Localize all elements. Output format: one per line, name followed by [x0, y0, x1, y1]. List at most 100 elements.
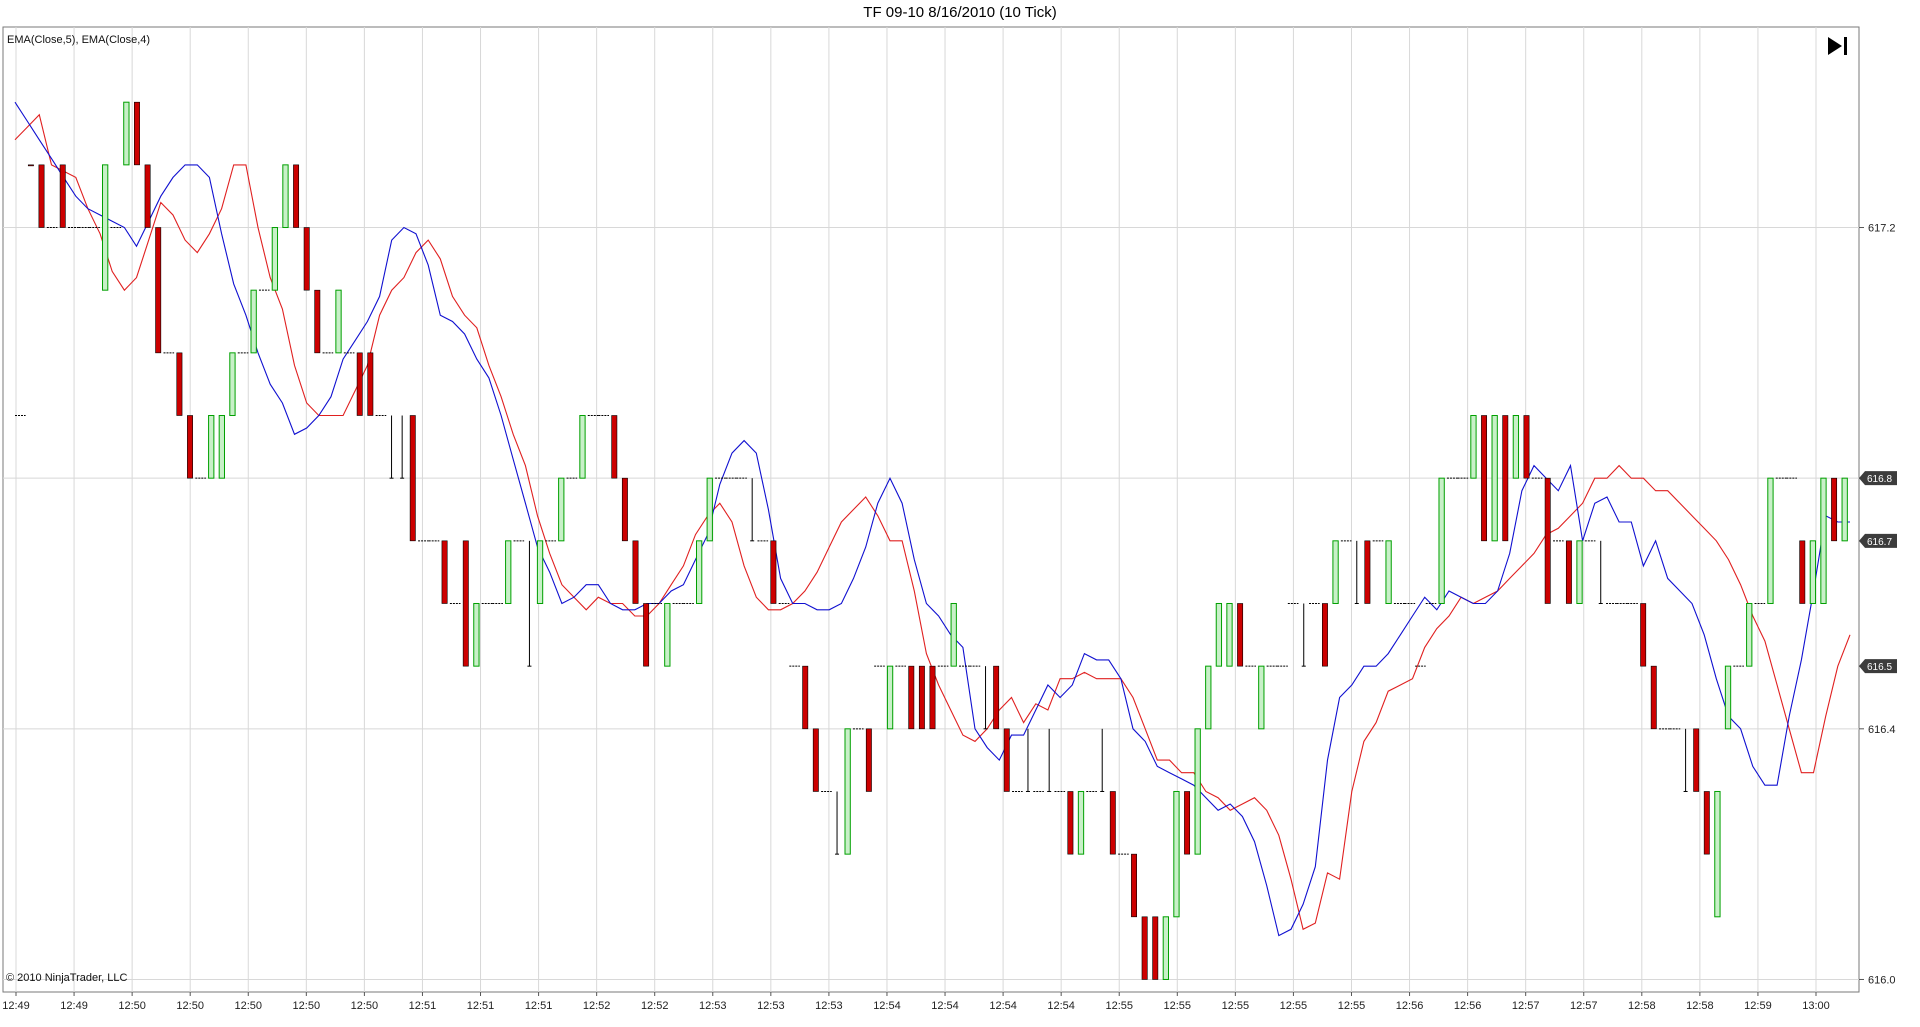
price-bar-up: [1258, 665, 1265, 730]
price-bar-up: [950, 602, 957, 667]
price-bar-down: [1237, 603, 1244, 667]
price-bar-up: [1576, 540, 1583, 604]
price-badge-label: 616.8: [1867, 474, 1892, 485]
price-bar-down: [1703, 791, 1710, 855]
x-tick-label: 12:54: [1047, 1000, 1075, 1012]
price-bar-down: [27, 164, 34, 167]
price-bar-down: [621, 477, 628, 542]
price-badge: 616.7: [1859, 533, 1897, 548]
x-tick-label: 12:55: [1280, 1000, 1308, 1012]
price-bar-up: [579, 415, 586, 479]
price-bar-down: [462, 540, 469, 667]
price-bar-up: [1194, 728, 1201, 855]
price-bar-down: [293, 164, 300, 228]
x-axis-ticks: 12:49 12:49 12:50 12:50 12:50 12:50 12:50 12:51…: [2, 992, 1830, 1012]
price-bar-down: [770, 540, 777, 604]
x-tick-label: 13:00: [1802, 1000, 1830, 1012]
price-bar-down: [1003, 728, 1010, 792]
price-bar-up: [1512, 415, 1520, 479]
price-bar-down: [1131, 853, 1137, 918]
x-tick-label: 12:55: [1164, 1000, 1192, 1012]
price-bar-up: [1077, 790, 1085, 855]
price-bar-down: [812, 728, 819, 792]
price-bar-down: [314, 289, 321, 354]
price-bar-down: [908, 665, 915, 730]
price-bar-down: [1831, 477, 1838, 542]
y-tick-label: 616.4: [1868, 724, 1896, 736]
x-tick-label: 12:51: [525, 1000, 553, 1012]
price-bar-down: [1141, 916, 1148, 980]
price-bar-down: [1184, 791, 1191, 855]
price-bar-down: [1523, 415, 1530, 479]
price-bar-up: [695, 540, 703, 604]
price-bar-up: [1332, 540, 1339, 604]
skip-to-end-icon[interactable]: [1824, 32, 1852, 60]
indicator-label: EMA(Close,5), EMA(Close,4): [7, 34, 150, 46]
price-bar-up: [229, 352, 236, 417]
x-tick-label: 12:50: [293, 1000, 321, 1012]
chart-title: TF 09-10 8/16/2010 (10 Tick): [863, 4, 1057, 21]
price-bar-up: [1841, 477, 1848, 542]
price-bar-down: [1799, 540, 1806, 604]
y-tick-label: 616.0: [1868, 974, 1896, 986]
price-bar-up: [282, 164, 289, 229]
price-bar-down: [643, 603, 650, 667]
price-bar-up: [1438, 477, 1445, 604]
price-bar-down: [409, 415, 416, 542]
x-tick-label: 12:57: [1512, 1000, 1540, 1012]
price-bar-up: [1767, 477, 1774, 604]
x-tick-label: 12:53: [699, 1000, 727, 1012]
price-bar-down: [144, 164, 151, 228]
price-badges: 616.8 616.7 616.5: [1859, 471, 1897, 674]
price-badge-label: 616.7: [1867, 537, 1892, 548]
price-bar-up: [250, 289, 257, 354]
x-tick-label: 12:52: [641, 1000, 669, 1012]
price-bar-up: [706, 477, 713, 542]
price-badge-label: 616.5: [1867, 662, 1892, 673]
price-bar-down: [1322, 603, 1328, 667]
price-bar-up: [335, 289, 342, 354]
price-bar-down: [155, 227, 162, 354]
price-bar-up: [123, 101, 130, 166]
x-tick-label: 12:49: [60, 1000, 88, 1012]
x-tick-label: 12:54: [989, 1000, 1017, 1012]
x-tick-label: 12:58: [1686, 1000, 1714, 1012]
price-bar-down: [1640, 603, 1647, 667]
price-bar-up: [208, 415, 215, 479]
price-bar-up: [1162, 916, 1170, 980]
price-bar-down: [1565, 540, 1572, 604]
price-bar-down: [187, 415, 193, 479]
price-bar-up: [1470, 415, 1477, 479]
price-badge: 616.8: [1859, 471, 1897, 486]
price-bar-down: [1502, 415, 1509, 542]
price-bar-up: [1173, 790, 1180, 918]
price-bar-down: [993, 665, 1000, 730]
price-bar-down: [356, 352, 363, 416]
x-tick-label: 12:54: [873, 1000, 901, 1012]
price-bar-up: [1385, 540, 1392, 604]
price-bar-up: [844, 728, 851, 855]
price-bar-down: [59, 164, 66, 228]
x-tick-label: 12:56: [1396, 1000, 1424, 1012]
price-bar-down: [38, 164, 45, 228]
plot-frame: [2, 26, 1860, 993]
price-bar-down: [1067, 791, 1074, 855]
price-bar-up: [271, 227, 279, 291]
price-bar-up: [1724, 665, 1732, 730]
y-axis-ticks: 616.0 616.4 617.2: [1859, 223, 1896, 986]
price-bar-down: [1481, 415, 1488, 542]
price-bar-down: [865, 728, 872, 792]
y-tick-label: 617.2: [1868, 223, 1896, 235]
x-tick-label: 12:51: [409, 1000, 437, 1012]
price-bar-down: [918, 665, 925, 730]
price-bar-down: [1109, 791, 1116, 855]
price-bar-up: [664, 602, 671, 667]
price-bar-up: [505, 540, 512, 604]
x-tick-label: 12:54: [931, 1000, 959, 1012]
price-bar-down: [1152, 916, 1159, 980]
price-badge: 616.5: [1859, 659, 1897, 674]
price-bar-up: [1809, 540, 1817, 604]
x-tick-label: 12:55: [1222, 1000, 1250, 1012]
x-tick-label: 12:59: [1744, 1000, 1772, 1012]
